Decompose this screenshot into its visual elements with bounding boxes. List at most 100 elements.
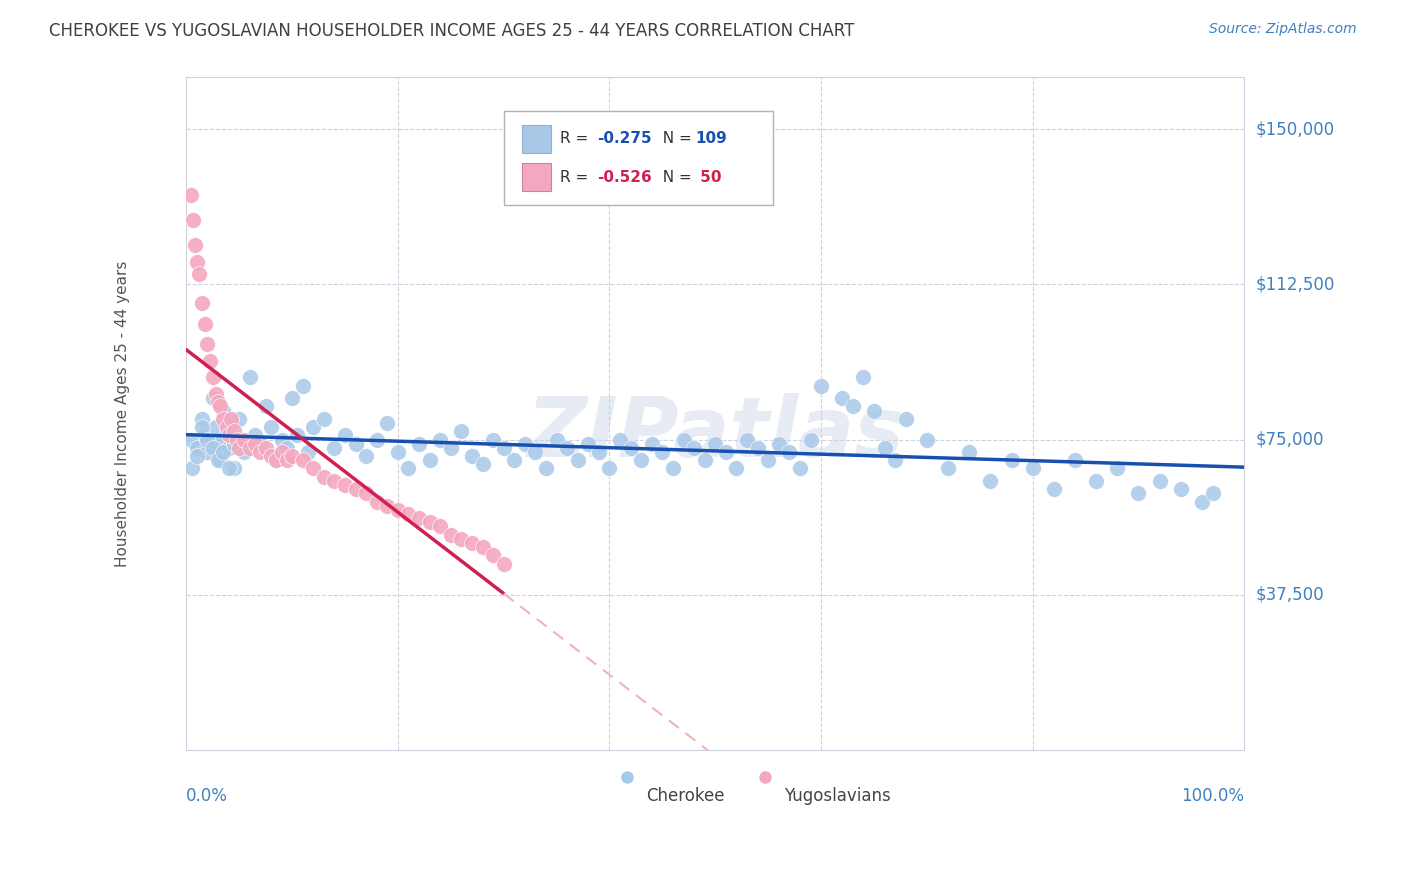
Point xyxy=(831,391,853,405)
Point xyxy=(375,499,398,513)
Point xyxy=(419,453,441,467)
Point xyxy=(287,428,309,442)
Point xyxy=(429,519,451,533)
Point xyxy=(651,445,673,459)
Point xyxy=(249,445,271,459)
Point xyxy=(354,449,377,463)
Point xyxy=(1085,474,1108,488)
Point xyxy=(291,378,314,392)
Point xyxy=(344,482,367,496)
Point xyxy=(576,436,599,450)
Point xyxy=(471,458,494,472)
Point xyxy=(302,420,325,434)
Text: N =: N = xyxy=(652,131,696,146)
Point xyxy=(219,412,242,426)
Text: R =: R = xyxy=(560,131,593,146)
Text: ZIPatlas: ZIPatlas xyxy=(526,393,904,475)
Point xyxy=(408,436,430,450)
Bar xyxy=(522,125,551,153)
Point xyxy=(1170,482,1192,496)
Point xyxy=(205,420,228,434)
Text: -0.275: -0.275 xyxy=(596,131,651,146)
Text: $150,000: $150,000 xyxy=(1256,120,1334,138)
Point xyxy=(641,436,664,450)
Point xyxy=(205,387,228,401)
Point xyxy=(260,420,283,434)
Point xyxy=(375,416,398,430)
Point xyxy=(333,428,356,442)
Point xyxy=(191,412,214,426)
Point xyxy=(233,433,256,447)
Point xyxy=(492,441,515,455)
Text: Cherokee: Cherokee xyxy=(647,787,725,805)
Point xyxy=(440,441,463,455)
Point xyxy=(219,416,242,430)
Text: Source: ZipAtlas.com: Source: ZipAtlas.com xyxy=(1209,22,1357,37)
Text: 50: 50 xyxy=(695,169,721,185)
Point xyxy=(440,527,463,541)
Point xyxy=(693,453,716,467)
Point xyxy=(471,540,494,554)
Point xyxy=(1000,453,1022,467)
Text: 109: 109 xyxy=(695,131,727,146)
Point xyxy=(302,461,325,475)
Point xyxy=(209,400,232,414)
Point xyxy=(756,453,779,467)
Point xyxy=(186,441,208,455)
Bar xyxy=(522,163,551,192)
Point xyxy=(254,441,277,455)
Point xyxy=(810,378,832,392)
Point xyxy=(291,453,314,467)
Point xyxy=(191,296,214,310)
Point xyxy=(184,238,207,252)
Point xyxy=(546,433,568,447)
Text: Householder Income Ages 25 - 44 years: Householder Income Ages 25 - 44 years xyxy=(115,260,131,566)
Text: 100.0%: 100.0% xyxy=(1181,787,1244,805)
Point xyxy=(233,445,256,459)
Text: $112,500: $112,500 xyxy=(1256,276,1334,293)
Point xyxy=(218,461,240,475)
Point xyxy=(212,403,235,417)
Point xyxy=(461,449,484,463)
Point xyxy=(323,474,346,488)
Point xyxy=(201,370,224,384)
Point xyxy=(197,445,219,459)
Point xyxy=(212,412,235,426)
Point xyxy=(215,420,238,434)
Point xyxy=(588,445,610,459)
Point xyxy=(387,445,409,459)
Point xyxy=(264,453,287,467)
Point xyxy=(207,453,229,467)
Point xyxy=(276,453,298,467)
Point xyxy=(524,445,547,459)
Text: R =: R = xyxy=(560,169,593,185)
Point xyxy=(534,461,557,475)
Point xyxy=(662,461,685,475)
Point xyxy=(884,453,907,467)
Point xyxy=(281,449,304,463)
Point xyxy=(683,441,706,455)
Text: $75,000: $75,000 xyxy=(1256,431,1324,449)
Point xyxy=(201,441,224,455)
Point xyxy=(408,511,430,525)
Point xyxy=(276,441,298,455)
Point xyxy=(312,412,335,426)
Text: 0.0%: 0.0% xyxy=(187,787,228,805)
Point xyxy=(264,453,287,467)
Point xyxy=(212,445,235,459)
Point xyxy=(429,433,451,447)
Point xyxy=(297,445,319,459)
Point xyxy=(1149,474,1171,488)
Point xyxy=(1191,494,1213,508)
Point xyxy=(419,516,441,530)
Point xyxy=(598,461,620,475)
Point xyxy=(191,420,214,434)
Point xyxy=(630,453,652,467)
Point xyxy=(747,441,769,455)
Point xyxy=(778,445,800,459)
Point xyxy=(725,461,748,475)
Point xyxy=(270,445,292,459)
Point xyxy=(222,461,245,475)
Point xyxy=(915,433,938,447)
Point xyxy=(243,436,266,450)
